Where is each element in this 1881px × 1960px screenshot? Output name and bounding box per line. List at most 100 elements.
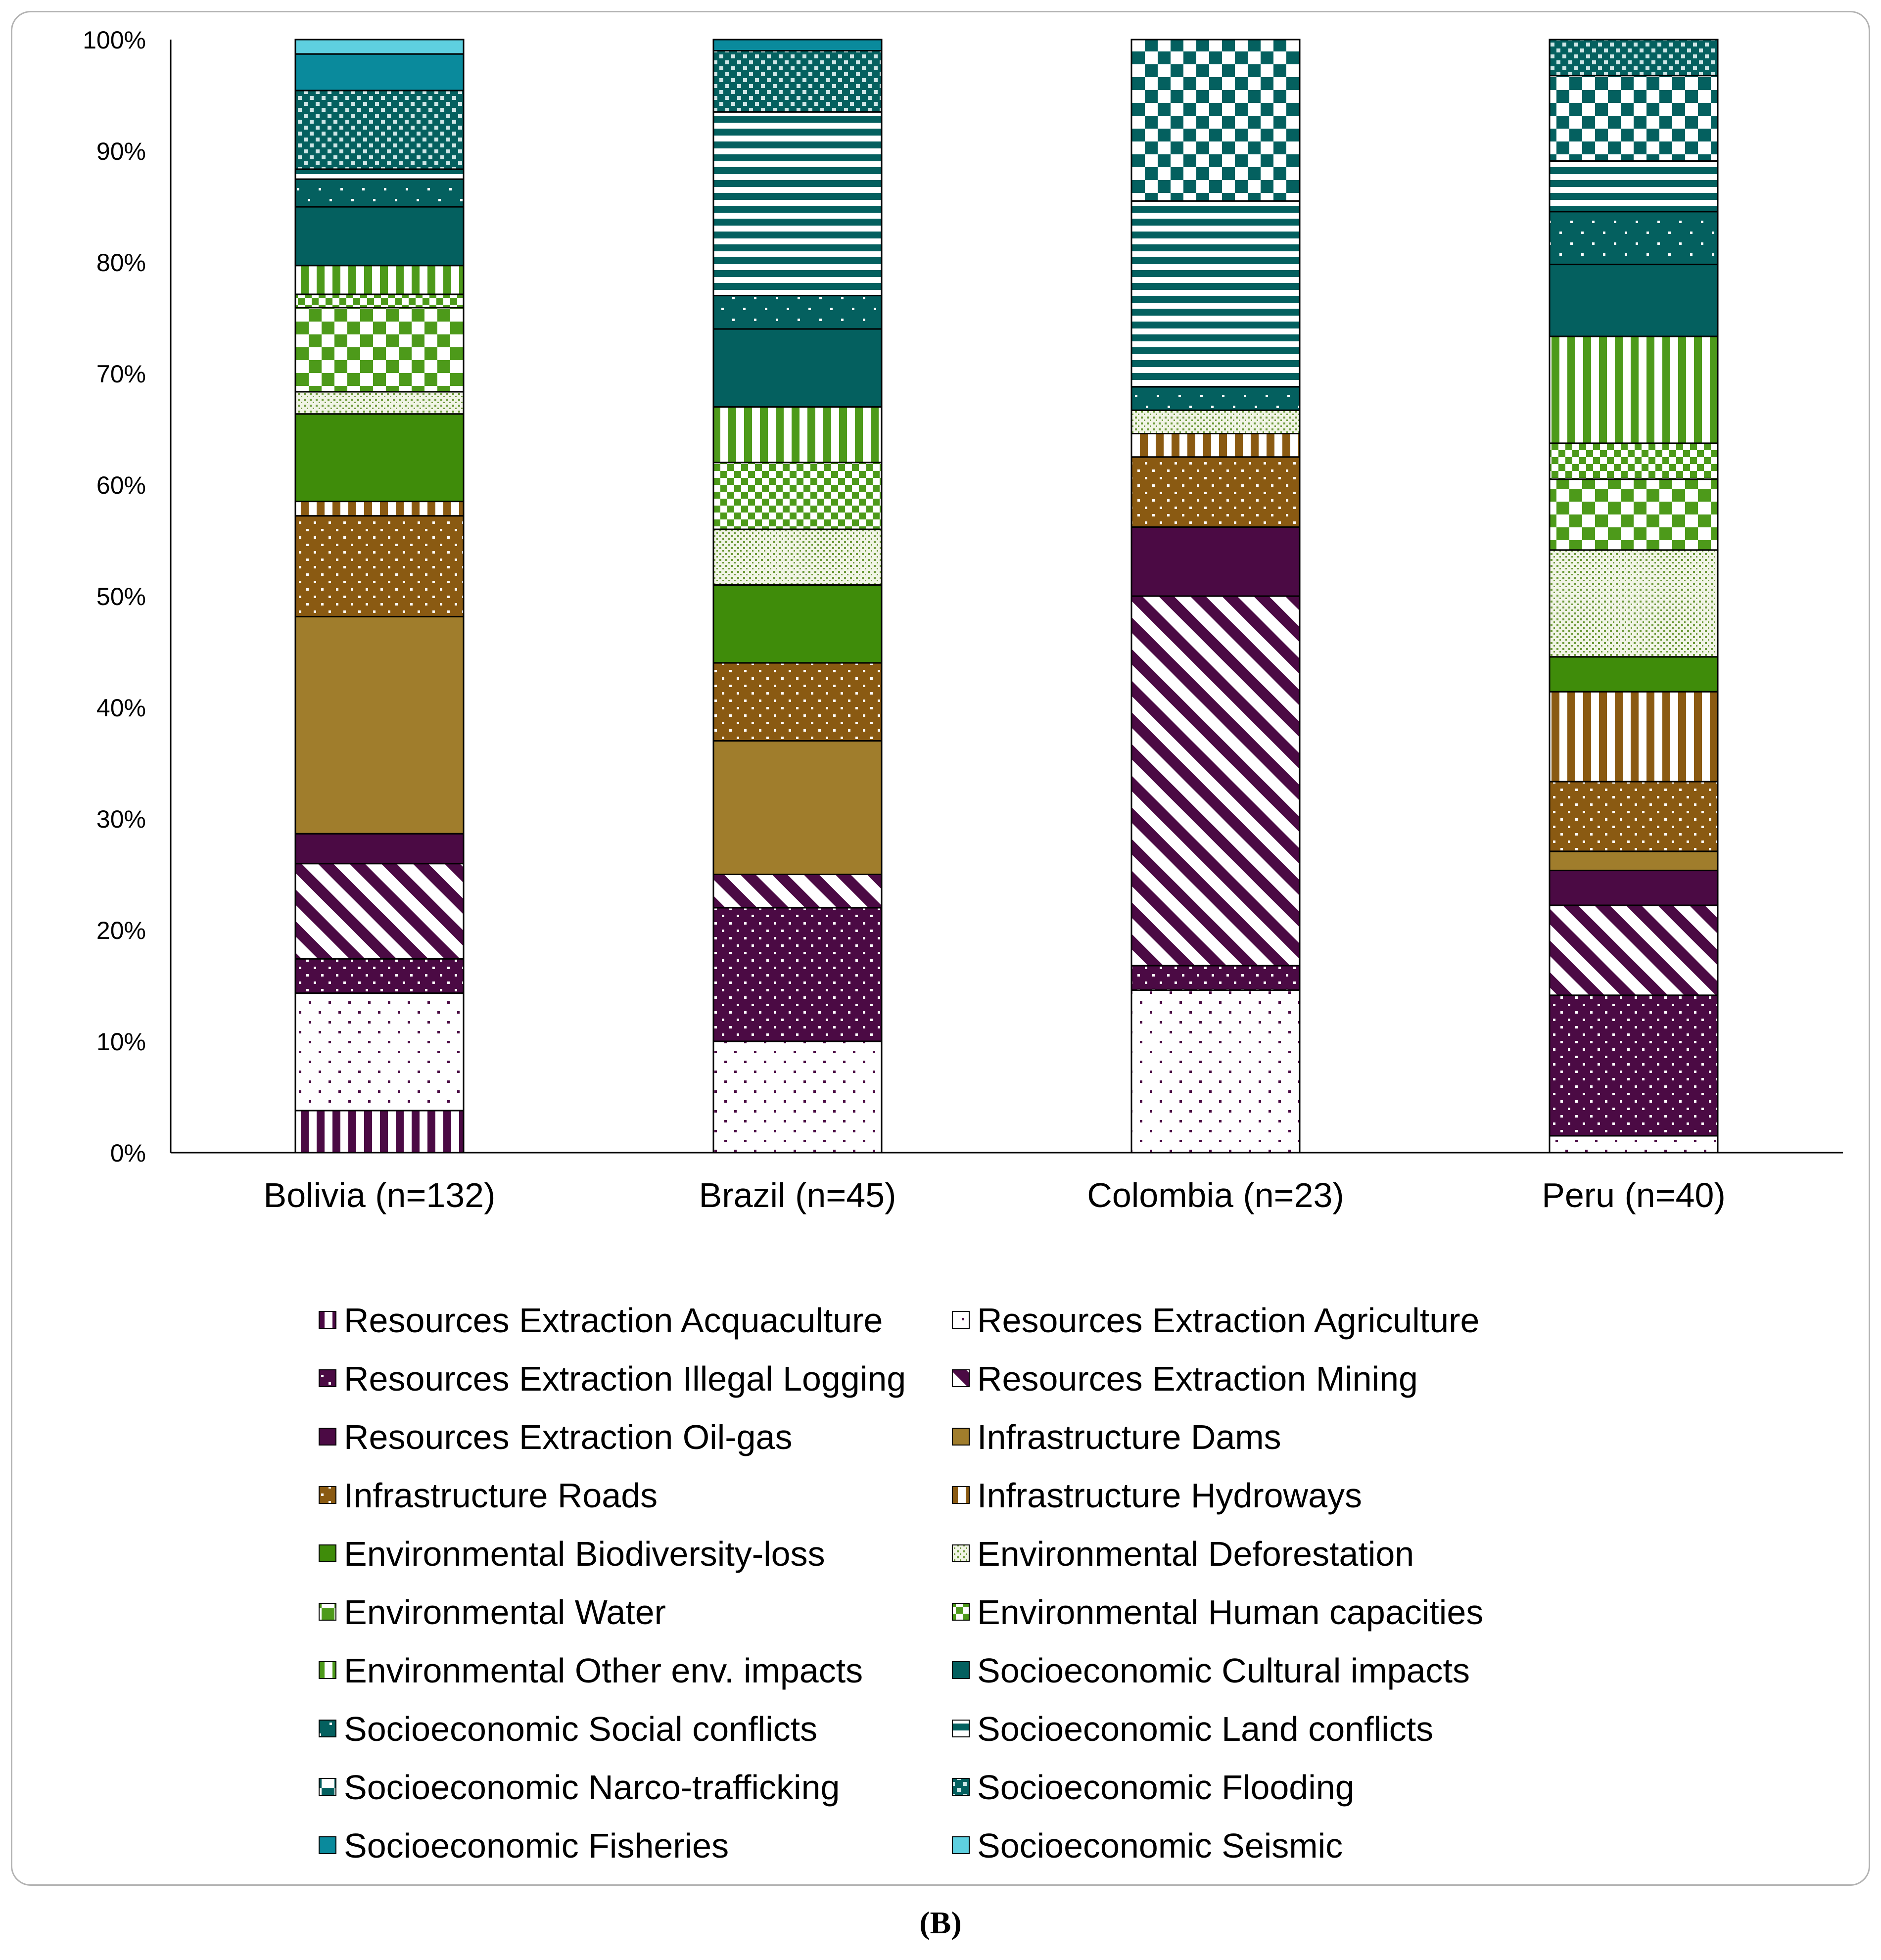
bar-segment (294, 615, 465, 835)
bar-segment (1549, 1135, 1719, 1154)
bar-segment (1549, 39, 1719, 77)
legend-swatch (319, 1311, 336, 1329)
bar-segment (294, 515, 465, 617)
legend-label: Socioeconomic Seismic (977, 1826, 1343, 1865)
bar-segment (294, 391, 465, 415)
x-tick-label: Bolivia (n=132) (264, 1176, 496, 1214)
legend-item: Infrastructure Dams (952, 1418, 1281, 1456)
legend-item: Resources Extraction Acquaculture (319, 1301, 883, 1340)
legend-item: Environmental Deforestation (952, 1535, 1414, 1573)
legend-item: Socioeconomic Fisheries (319, 1826, 729, 1865)
legend-item: Socioeconomic Seismic (952, 1826, 1343, 1865)
x-tick-label: Peru (n=40) (1542, 1176, 1726, 1214)
bar-segment (294, 863, 465, 960)
bar-segment (1130, 386, 1301, 411)
legend-label: Infrastructure Dams (977, 1418, 1281, 1456)
bar-segment (1130, 456, 1301, 528)
bar-segment (712, 295, 883, 330)
y-tick-label: 70% (96, 360, 146, 388)
bar-segment (1130, 200, 1301, 388)
legend-item: Resources Extraction Illegal Logging (319, 1359, 906, 1398)
legend-label: Socioeconomic Cultural impacts (977, 1651, 1470, 1690)
legend-swatch (319, 1369, 336, 1387)
y-tick-label: 90% (96, 138, 146, 165)
legend-label: Environmental Biodiversity-loss (344, 1535, 825, 1573)
bar-segment (294, 992, 465, 1112)
bar-segment (1549, 75, 1719, 162)
bar-segment (712, 528, 883, 586)
bar-segment (294, 1110, 465, 1154)
bar-segment (294, 833, 465, 865)
legend-label: Infrastructure Hydroways (977, 1476, 1362, 1515)
legend-item: Socioeconomic Narco-trafficking (319, 1768, 840, 1807)
y-tick-label: 20% (96, 917, 146, 944)
y-tick-label: 30% (96, 805, 146, 833)
legend-label: Resources Extraction Mining (977, 1359, 1418, 1398)
legend-item: Resources Extraction Agriculture (952, 1301, 1479, 1340)
bar-segment (294, 178, 465, 208)
legend-item: Resources Extraction Mining (952, 1359, 1418, 1398)
legend-swatch (319, 1661, 336, 1679)
bar-segment (294, 307, 465, 393)
x-tick-label: Colombia (n=23) (1087, 1176, 1344, 1214)
bar-segment (294, 53, 465, 92)
legend-label: Environmental Human capacities (977, 1593, 1483, 1632)
legend-label: Socioeconomic Fisheries (344, 1826, 729, 1865)
bar-segment (1549, 656, 1719, 693)
legend-swatch (319, 1486, 336, 1504)
bar-segment (294, 293, 465, 309)
bars (294, 39, 1719, 1154)
legend-item: Environmental Biodiversity-loss (319, 1535, 825, 1573)
legend-swatch (319, 1603, 336, 1621)
legend: Resources Extraction Acquaculture Resourc… (319, 1301, 1483, 1865)
bar-group (1130, 39, 1301, 1154)
bar-segment (1549, 442, 1719, 480)
legend-swatch (319, 1720, 336, 1737)
bar-segment (712, 584, 883, 664)
bar-segment (1130, 433, 1301, 458)
legend-label: Resources Extraction Acquaculture (344, 1301, 883, 1340)
y-tick-label: 0% (110, 1139, 146, 1167)
bar-segment (1130, 39, 1301, 202)
bar-segment (294, 413, 465, 503)
bar-group (712, 39, 883, 1154)
figure-caption: (B) (919, 1905, 962, 1940)
legend-swatch (319, 1428, 336, 1446)
y-tick-label: 10% (96, 1028, 146, 1056)
legend-swatch (952, 1428, 970, 1446)
legend-label: Environmental Water (344, 1593, 666, 1632)
bar-segment (294, 501, 465, 517)
bar-segment (712, 39, 883, 51)
bar-segment (1549, 904, 1719, 996)
bar-segment (712, 111, 883, 296)
legend-swatch (952, 1720, 970, 1737)
bar-segment (1130, 409, 1301, 434)
bar-segment (294, 90, 465, 170)
legend-label: Socioeconomic Flooding (977, 1768, 1355, 1807)
legend-item: Socioeconomic Land conflicts (952, 1710, 1433, 1748)
bar-segment (1549, 994, 1719, 1137)
y-tick-label: 40% (96, 694, 146, 722)
legend-item: Infrastructure Roads (319, 1476, 658, 1515)
legend-item: Resources Extraction Oil-gas (319, 1418, 792, 1456)
legend-label: Environmental Other env. impacts (344, 1651, 863, 1690)
bar-segment (712, 740, 883, 875)
legend-label: Environmental Deforestation (977, 1535, 1414, 1573)
bar-segment (712, 874, 883, 909)
bar-segment (294, 265, 465, 295)
legend-item: Environmental Human capacities (952, 1593, 1483, 1632)
legend-item: Environmental Other env. impacts (319, 1651, 863, 1690)
x-tick-label: Brazil (n=45) (699, 1176, 896, 1214)
legend-label: Infrastructure Roads (344, 1476, 658, 1515)
legend-item: Socioeconomic Social conflicts (319, 1710, 817, 1748)
bar-segment (712, 328, 883, 408)
bar-segment (1549, 850, 1719, 872)
legend-label: Socioeconomic Narco-trafficking (344, 1768, 840, 1807)
bar-segment (712, 1040, 883, 1154)
legend-label: Resources Extraction Illegal Logging (344, 1359, 906, 1398)
legend-swatch (319, 1836, 336, 1854)
bar-group (1549, 39, 1719, 1154)
legend-swatch (952, 1603, 970, 1621)
legend-item: Socioeconomic Flooding (952, 1768, 1355, 1807)
